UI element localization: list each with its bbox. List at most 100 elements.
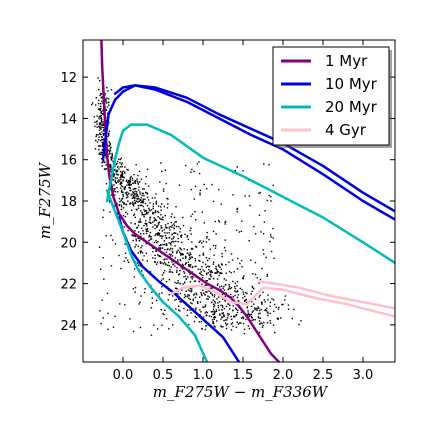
scatter-point	[101, 299, 103, 301]
scatter-point	[242, 276, 244, 279]
scatter-point	[162, 188, 165, 190]
scatter-point	[123, 203, 125, 205]
scatter-point	[200, 291, 202, 294]
scatter-point	[173, 224, 176, 227]
scatter-point	[198, 259, 200, 262]
scatter-point	[155, 241, 158, 244]
scatter-point	[184, 281, 186, 283]
y-tick-label: 24	[60, 319, 77, 334]
scatter-point	[272, 299, 275, 301]
scatter-point	[225, 272, 227, 275]
scatter-point	[146, 168, 149, 171]
scatter-point	[103, 130, 105, 132]
scatter-point	[230, 253, 233, 255]
scatter-point	[212, 321, 214, 323]
scatter-point	[144, 220, 147, 222]
scatter-point	[183, 296, 186, 299]
scatter-point	[224, 322, 227, 324]
scatter-point	[162, 278, 164, 280]
scatter-point	[133, 203, 135, 205]
scatter-point	[179, 259, 182, 262]
scatter-point	[98, 123, 101, 126]
scatter-point	[193, 198, 196, 200]
scatter-point	[220, 285, 223, 287]
scatter-point	[248, 195, 251, 197]
scatter-point	[205, 280, 207, 282]
scatter-point	[181, 241, 183, 244]
scatter-point	[139, 250, 142, 253]
scatter-point	[191, 278, 193, 280]
scatter-point	[181, 253, 183, 255]
scatter-point	[146, 213, 148, 215]
scatter-point	[150, 307, 153, 309]
scatter-point	[208, 296, 211, 298]
scatter-point	[108, 149, 110, 152]
scatter-point	[101, 151, 103, 154]
scatter-point	[102, 124, 105, 126]
scatter-point	[120, 157, 123, 159]
scatter-point	[177, 249, 179, 251]
scatter-point	[221, 252, 223, 255]
scatter-point	[116, 202, 118, 205]
scatter-point	[245, 291, 247, 294]
scatter-point	[126, 213, 129, 215]
scatter-point	[114, 194, 116, 196]
scatter-point	[272, 184, 274, 187]
scatter-point	[221, 264, 223, 266]
scatter-point	[191, 241, 193, 243]
scatter-point	[248, 239, 250, 242]
scatter-point	[120, 199, 122, 202]
scatter-point	[161, 237, 163, 239]
scatter-point	[99, 152, 101, 154]
scatter-point	[161, 286, 163, 288]
scatter-point	[157, 210, 159, 213]
scatter-point	[128, 186, 131, 189]
scatter-point	[150, 334, 153, 336]
scatter-point	[175, 225, 178, 228]
scatter-point	[125, 257, 127, 259]
scatter-point	[146, 260, 148, 262]
scatter-point	[168, 293, 170, 296]
scatter-point	[245, 318, 247, 321]
scatter-point	[134, 201, 136, 204]
scatter-point	[171, 248, 174, 250]
scatter-point	[112, 326, 115, 328]
scatter-point	[154, 219, 156, 221]
legend-label: 4 Gyr	[325, 121, 367, 139]
scatter-point	[189, 287, 191, 290]
scatter-point	[204, 305, 207, 308]
scatter-point	[127, 229, 129, 232]
scatter-point	[176, 250, 178, 253]
scatter-point	[224, 295, 226, 298]
scatter-point	[102, 123, 104, 125]
scatter-point	[99, 105, 102, 108]
scatter-point	[118, 204, 120, 206]
scatter-point	[173, 223, 175, 225]
scatter-point	[157, 232, 159, 234]
scatter-point	[161, 230, 164, 232]
scatter-point	[116, 170, 119, 172]
scatter-point	[266, 307, 268, 310]
y-tick-label: 12	[60, 71, 77, 86]
scatter-point	[253, 303, 255, 305]
scatter-point	[179, 252, 182, 255]
scatter-point	[223, 315, 225, 317]
scatter-point	[100, 138, 103, 141]
scatter-point	[159, 217, 161, 219]
scatter-point	[175, 308, 177, 310]
scatter-point	[188, 265, 190, 267]
scatter-point	[202, 316, 205, 318]
scatter-point	[163, 258, 165, 261]
scatter-point	[253, 307, 256, 309]
scatter-point	[108, 101, 110, 104]
scatter-point	[131, 179, 134, 181]
scatter-point	[255, 308, 257, 310]
scatter-point	[167, 203, 169, 205]
scatter-point	[281, 303, 283, 306]
scatter-point	[191, 275, 193, 278]
scatter-point	[169, 247, 172, 250]
scatter-point	[149, 202, 151, 204]
scatter-point	[108, 199, 111, 202]
scatter-point	[246, 314, 249, 316]
scatter-point	[121, 175, 123, 178]
